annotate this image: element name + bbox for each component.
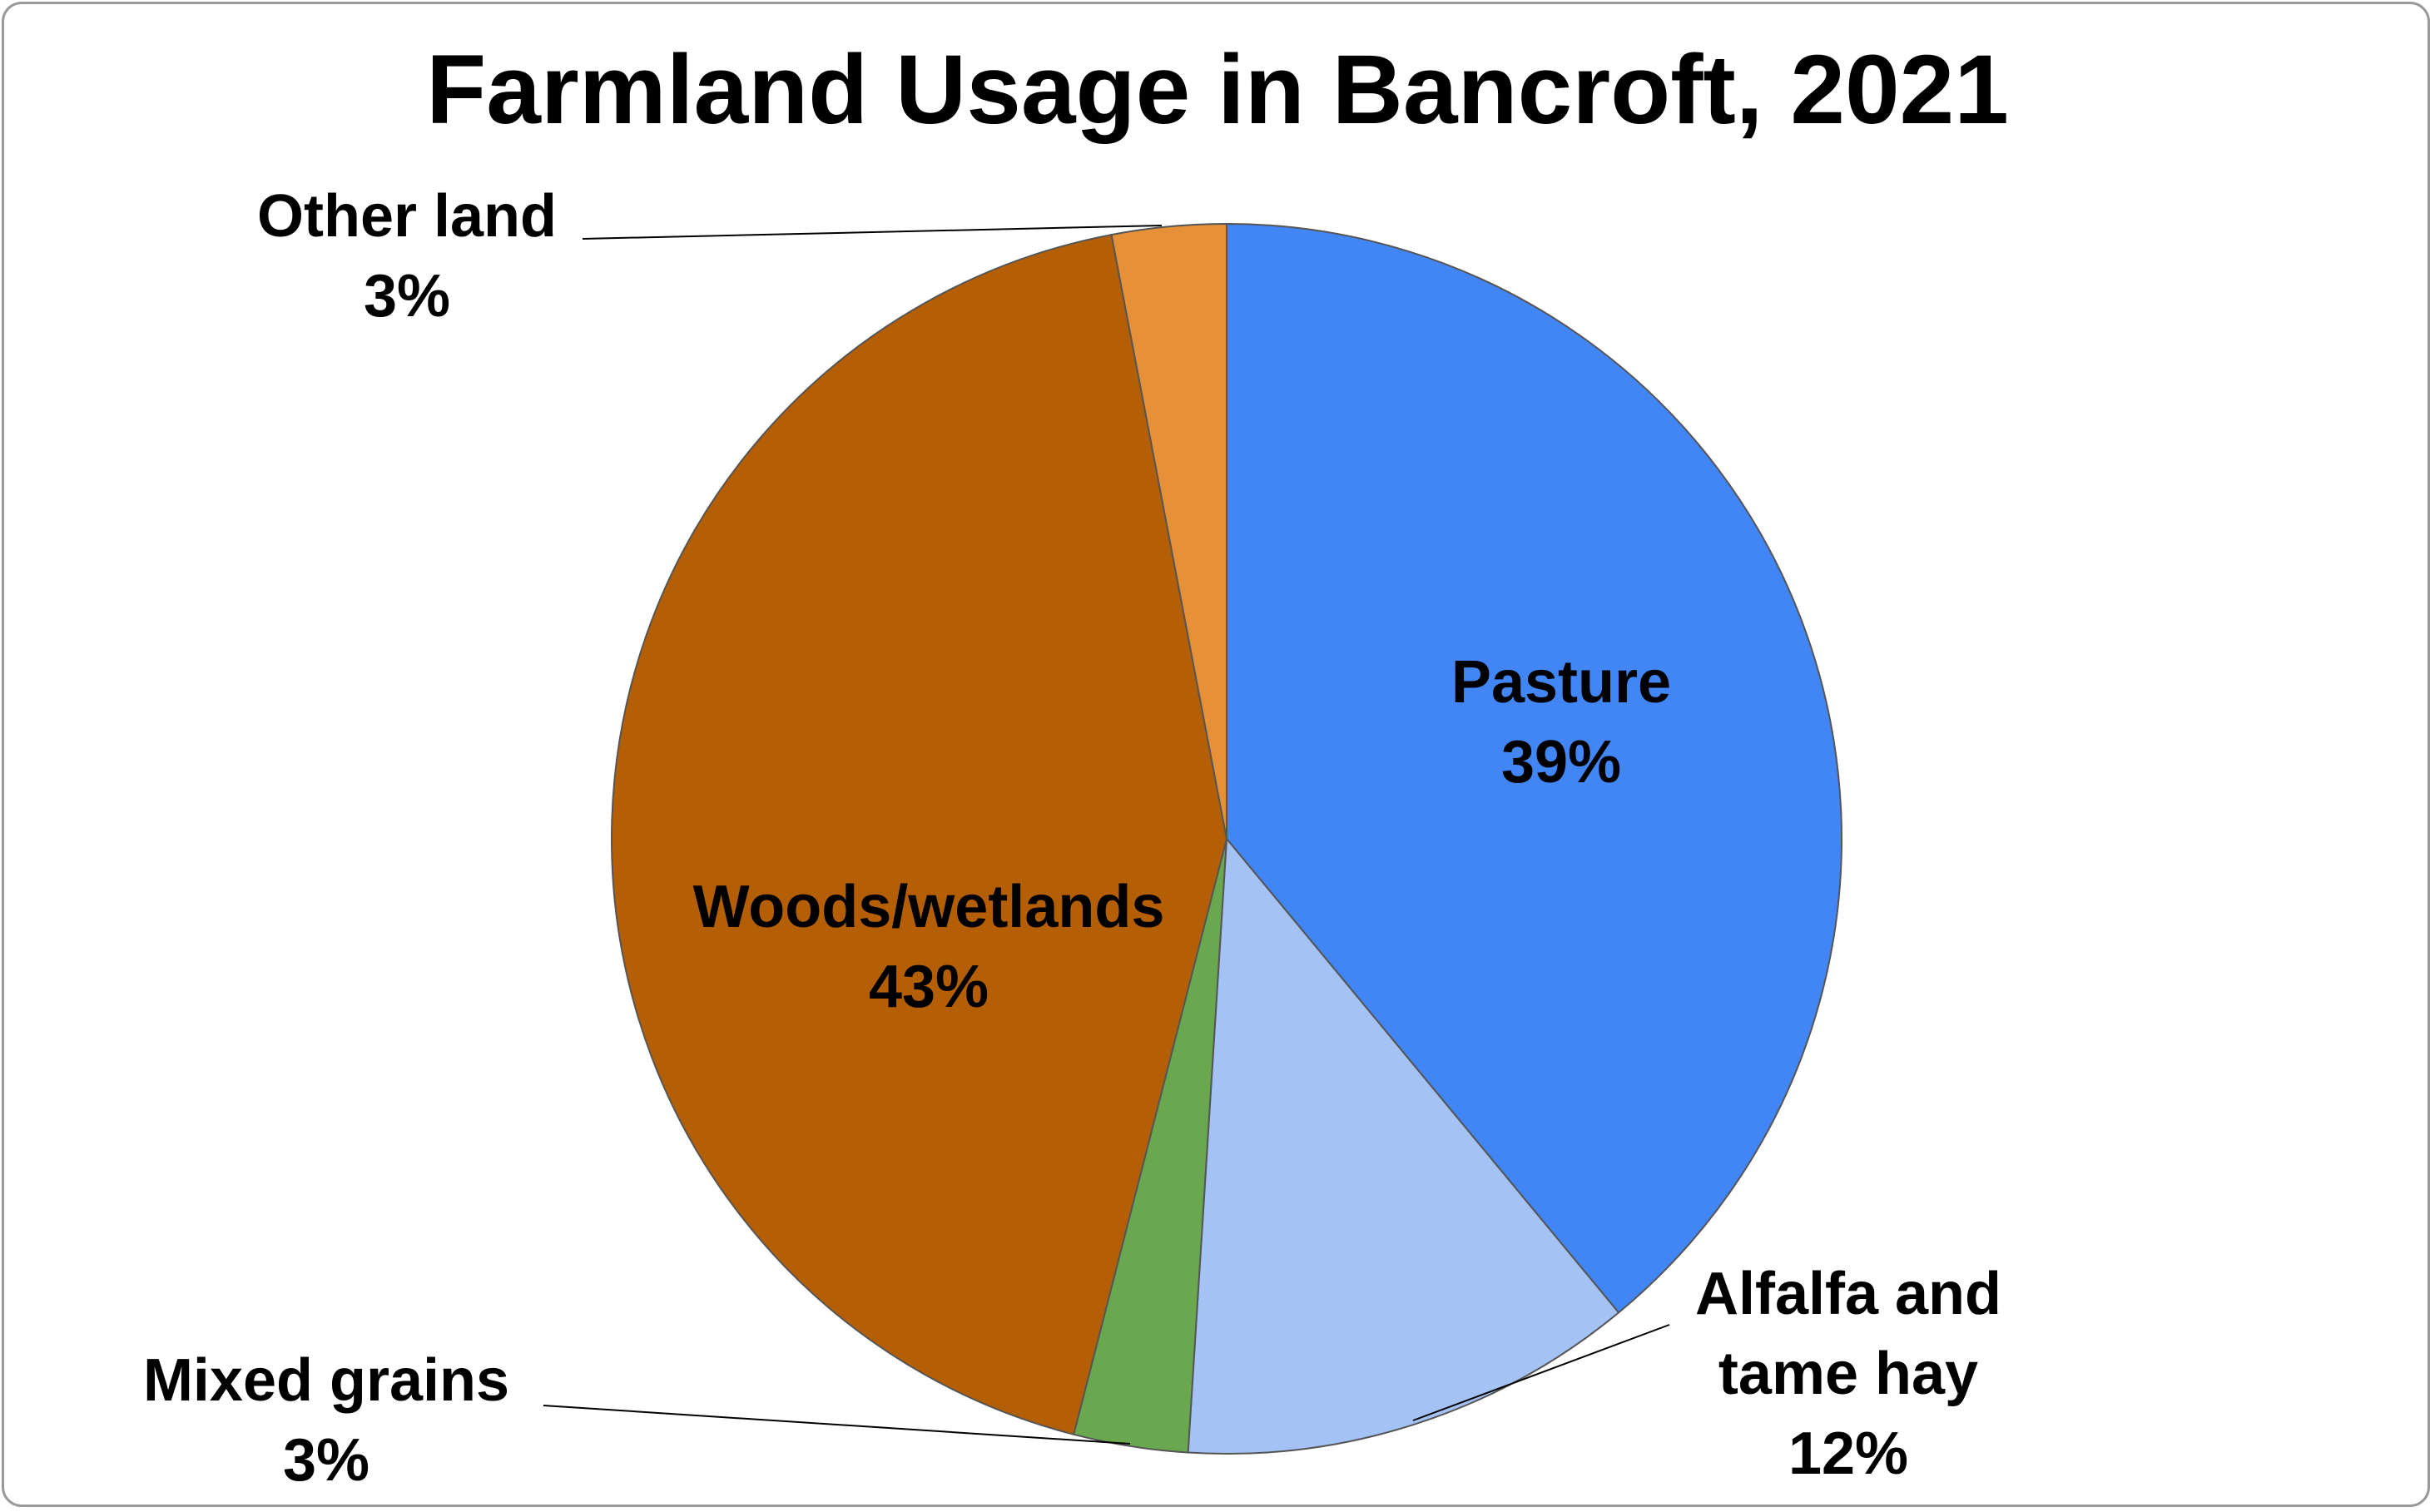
slice-label: Alfalfa and tame hay 12% (1653, 1254, 2044, 1494)
category-label: Mixed grains (142, 1347, 510, 1414)
value-label: 39% (1500, 729, 1622, 796)
leader-line (582, 225, 1163, 240)
category-label: Woods/wetlands (692, 874, 1165, 940)
pie-slice (1226, 222, 1842, 1314)
leader-line (1412, 1324, 1670, 1421)
value-label: 3% (282, 1427, 370, 1494)
value-label: 43% (868, 954, 989, 1020)
value-label: 12% (1788, 1420, 1909, 1487)
value-label: 3% (363, 263, 451, 330)
category-label: Pasture (1451, 649, 1672, 716)
pie-slice (1187, 836, 1620, 1455)
leader-line (543, 1405, 1131, 1445)
category-label: Other land (256, 183, 558, 250)
category-label: Alfalfa and tame hay (1694, 1261, 2002, 1407)
chart-title: Farmland Usage in Bancroft, 2021 (426, 35, 2009, 145)
slice-label: Mixed grains 3% (143, 1341, 509, 1500)
pie-slice (611, 233, 1228, 1435)
slice-label: Pasture 39% (1451, 642, 1671, 802)
slice-label: Other land 3% (257, 176, 557, 336)
slice-label: Woods/wetlands 43% (693, 867, 1165, 1027)
pie-slice (1110, 222, 1227, 840)
